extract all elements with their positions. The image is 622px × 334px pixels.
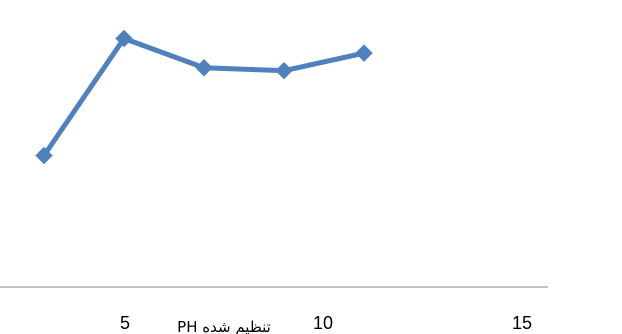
data-point-marker <box>275 61 293 80</box>
series-line <box>41 36 367 158</box>
x-tick-labels: 5 10 15 <box>120 313 532 333</box>
data-point-marker <box>355 44 373 62</box>
data-point-marker <box>35 146 53 165</box>
data-point-marker <box>115 29 133 48</box>
x-tick-label: 15 <box>512 313 532 333</box>
series-group <box>35 29 373 165</box>
data-point-marker <box>195 59 213 77</box>
x-axis-title: تنظیم شده PH <box>177 318 271 334</box>
x-tick-label: 10 <box>313 313 333 333</box>
x-tick-label: 5 <box>120 313 130 333</box>
